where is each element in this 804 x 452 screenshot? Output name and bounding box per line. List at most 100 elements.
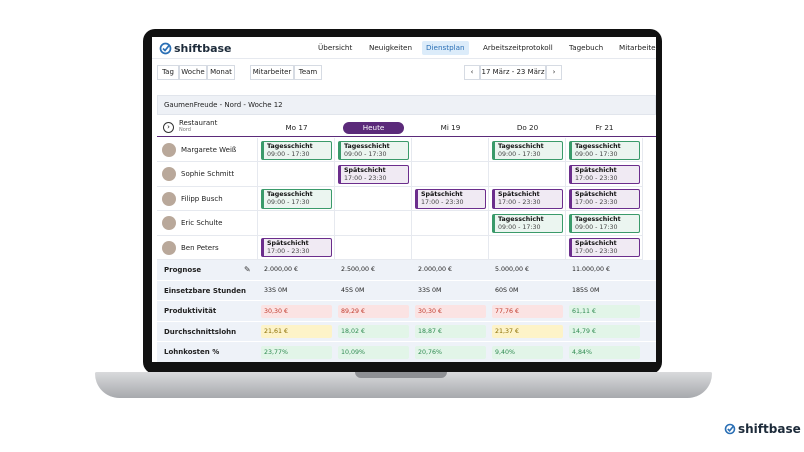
date-range[interactable]: 17 März - 23 März xyxy=(480,65,546,80)
schedule-cell[interactable] xyxy=(335,162,412,187)
schedule-cell[interactable] xyxy=(489,211,566,236)
shift-card[interactable]: Spätschicht 17:00 - 23:30 xyxy=(261,238,332,258)
shift-label: Spätschicht xyxy=(267,240,309,248)
shift-label: Tagesschicht xyxy=(267,191,313,199)
shift-label: Tagesschicht xyxy=(267,142,313,150)
shift-card[interactable]: Tagesschicht 09:00 - 17:30 xyxy=(261,140,332,160)
shift-card[interactable]: Spätschicht 17:00 - 23:30 xyxy=(569,164,640,185)
day-header: Heute xyxy=(343,122,404,134)
metric-value: 20,76% xyxy=(415,345,486,359)
nav-item[interactable]: Neuigkeiten xyxy=(369,43,413,52)
shift-time: 17:00 - 23:30 xyxy=(267,248,310,256)
schedule-cell[interactable] xyxy=(412,138,489,163)
schedule-cell[interactable] xyxy=(412,235,489,260)
schedule-cell[interactable] xyxy=(335,186,412,212)
schedule-cell[interactable] xyxy=(566,138,643,163)
employee-cell xyxy=(157,162,258,187)
schedule-cell[interactable] xyxy=(335,138,412,163)
metric-value: 77,76 € xyxy=(492,304,563,318)
view-tab[interactable]: Monat xyxy=(207,65,235,80)
schedule-cell[interactable] xyxy=(412,186,489,212)
schedule-cell[interactable] xyxy=(489,186,566,212)
employee-cell xyxy=(157,186,258,212)
schedule-cell[interactable] xyxy=(258,211,335,236)
shift-time: 09:00 - 17:30 xyxy=(575,223,618,231)
metric-value: 185S 0M xyxy=(572,286,600,294)
metric-value: 10,09% xyxy=(338,345,409,359)
metric-value: 33S 0M xyxy=(418,286,442,294)
shift-time: 09:00 - 17:30 xyxy=(344,150,387,158)
shift-card[interactable]: Spätschicht 17:00 - 23:30 xyxy=(492,189,563,209)
shift-card[interactable]: Tagesschicht 09:00 - 17:30 xyxy=(492,140,563,160)
shift-time: 17:00 - 23:30 xyxy=(575,199,618,207)
nav-item[interactable]: Dienstplan xyxy=(422,41,469,55)
schedule-cell[interactable] xyxy=(566,211,643,236)
shift-card[interactable]: Tagesschicht 09:00 - 17:30 xyxy=(569,213,640,234)
shift-label: Spätschicht xyxy=(344,166,386,174)
schedule-cell[interactable] xyxy=(566,235,643,260)
employee-cell xyxy=(157,235,258,260)
schedule-cell[interactable] xyxy=(258,138,335,163)
shift-card[interactable]: Spätschicht 17:00 - 23:30 xyxy=(569,238,640,258)
schedule-cell[interactable] xyxy=(335,211,412,236)
schedule-cell[interactable] xyxy=(335,235,412,260)
shift-label: Spätschicht xyxy=(498,191,540,199)
shift-card[interactable]: Spätschicht 17:00 - 23:30 xyxy=(569,189,640,209)
logo: shiftbase xyxy=(159,41,232,55)
schedule-title: GaumenFreude - Nord - Woche 12 xyxy=(164,101,283,109)
panel-title-bar xyxy=(157,95,656,115)
edit-icon[interactable]: ✎ xyxy=(244,265,251,274)
nav-item[interactable]: Übersicht xyxy=(318,43,353,52)
logo-icon xyxy=(159,42,172,54)
metric-label: Lohnkosten % xyxy=(164,348,220,356)
schedule-cell[interactable] xyxy=(489,138,566,163)
shift-time: 09:00 - 17:30 xyxy=(498,223,541,231)
schedule-cell[interactable] xyxy=(258,162,335,187)
schedule-cell[interactable] xyxy=(566,162,643,187)
employee-name: Sophie Schmitt xyxy=(181,170,235,179)
metric-value: 61,11 € xyxy=(569,304,640,318)
schedule-cell[interactable] xyxy=(258,235,335,260)
laptop-notch xyxy=(355,372,447,378)
shift-card[interactable]: Tagesschicht 09:00 - 17:30 xyxy=(261,189,332,209)
nav-item[interactable]: Tagebuch xyxy=(569,43,604,52)
shift-card[interactable]: Tagesschicht 09:00 - 17:30 xyxy=(569,140,640,160)
nav-item[interactable]: Arbeitszeitprotokoll xyxy=(483,43,553,52)
next-button[interactable]: › xyxy=(546,65,562,80)
header-row xyxy=(157,118,656,137)
metric-value: 21,37 € xyxy=(492,325,563,338)
metric-value: 18,02 € xyxy=(338,325,409,338)
metric-value: 18,87 € xyxy=(415,325,486,338)
employee-name: Filipp Busch xyxy=(181,194,223,203)
view-tab[interactable]: Tag xyxy=(157,65,179,80)
schedule-cell[interactable] xyxy=(489,235,566,260)
shift-card[interactable]: Spätschicht 17:00 - 23:30 xyxy=(415,189,486,209)
day-header: Fr 21 xyxy=(595,123,614,132)
schedule-cell[interactable] xyxy=(566,186,643,212)
shift-time: 09:00 - 17:30 xyxy=(267,199,310,207)
shift-time: 09:00 - 17:30 xyxy=(575,150,618,158)
view-tab[interactable]: Woche xyxy=(179,65,207,80)
shift-label: Spätschicht xyxy=(575,240,617,248)
metric-value: 45S 0M xyxy=(341,286,365,294)
metric-value: 60S 0M xyxy=(495,286,519,294)
app-screen: shiftbase Übersicht Neuigkeiten Dienstplan A… xyxy=(152,37,656,362)
shift-card[interactable]: Spätschicht 17:00 - 23:30 xyxy=(338,164,409,185)
group-tab[interactable]: Team xyxy=(294,65,322,80)
location-icon: › xyxy=(163,122,174,133)
schedule-cell[interactable] xyxy=(412,211,489,236)
schedule-cell[interactable] xyxy=(489,162,566,187)
schedule-cell[interactable] xyxy=(258,186,335,212)
metric-value: 2.000,00 € xyxy=(418,266,453,273)
metric-value: 30,30 € xyxy=(415,304,486,318)
schedule-cell[interactable] xyxy=(412,162,489,187)
logo-icon xyxy=(724,423,736,435)
shift-card[interactable]: Tagesschicht 09:00 - 17:30 xyxy=(338,140,409,160)
footer-brand: shiftbase xyxy=(738,422,801,436)
shift-time: 17:00 - 23:30 xyxy=(575,174,618,182)
shift-card[interactable]: Tagesschicht 09:00 - 17:30 xyxy=(492,213,563,234)
prev-button[interactable]: ‹ xyxy=(464,65,480,80)
nav-item[interactable]: Mitarbeite xyxy=(619,43,656,52)
group-tab[interactable]: Mitarbeiter xyxy=(250,65,294,80)
